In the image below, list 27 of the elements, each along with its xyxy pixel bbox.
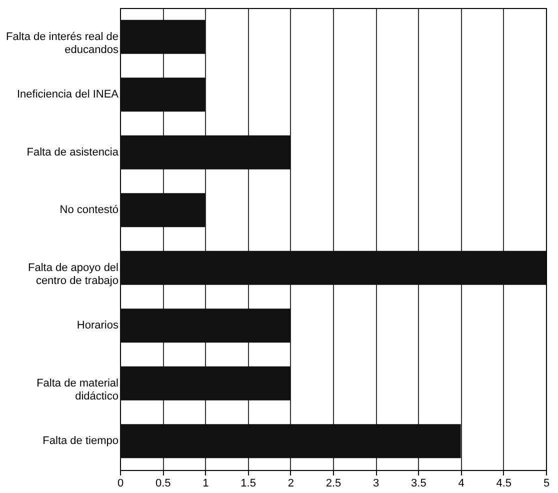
x-tick-label: 5 — [543, 478, 550, 490]
bar — [120, 366, 290, 400]
x-tick-label: 2.5 — [326, 478, 342, 490]
y-tick-label: Ineficiencia del INEA — [17, 88, 120, 101]
y-tick-label: Falta de asistencia — [26, 146, 120, 158]
bar — [120, 78, 206, 112]
bar — [120, 193, 206, 228]
bar — [120, 135, 290, 170]
y-tick-label: Falta de apoyo del centro de trabajo — [28, 262, 118, 287]
x-tick-label: 1.5 — [240, 478, 256, 490]
x-tick-label: 0 — [117, 478, 124, 490]
y-tick-label: Horarios — [76, 320, 119, 332]
y-tick-label: Falta de tiempo — [42, 435, 118, 448]
bar — [120, 250, 546, 285]
y-tick-label: No contestó — [60, 204, 118, 216]
x-tick-label: 1 — [202, 478, 209, 490]
x-tick-label: 4.5 — [496, 478, 512, 490]
x-tick-label: 0.5 — [155, 478, 171, 490]
bar — [120, 308, 290, 343]
x-tick-label: 3.5 — [411, 478, 426, 490]
x-tick-label: 3 — [373, 478, 380, 490]
bar — [120, 424, 461, 458]
y-tick-label: Falta de interés real de educandos — [6, 30, 119, 56]
bar — [120, 20, 206, 54]
y-tick-label: Falta de material didáctico — [36, 377, 118, 402]
x-tick-label: 2 — [288, 478, 294, 490]
x-tick-label: 4 — [458, 478, 464, 490]
